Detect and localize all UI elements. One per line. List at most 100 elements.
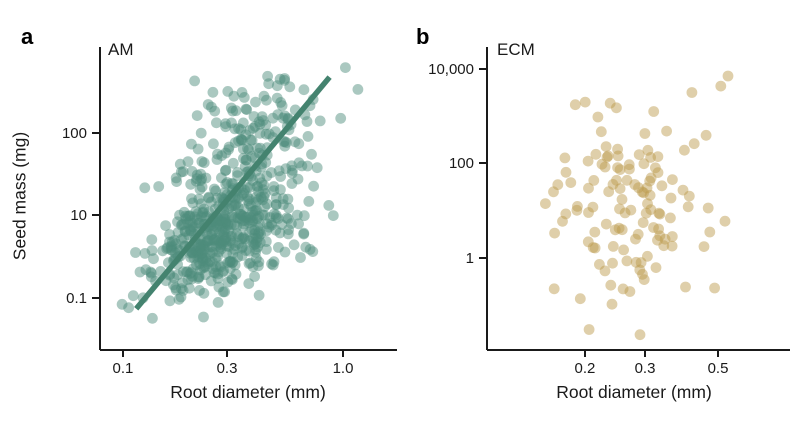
data-point <box>211 154 223 165</box>
data-point <box>194 238 206 250</box>
data-point <box>653 207 665 219</box>
data-point <box>241 104 253 115</box>
data-point <box>652 151 664 163</box>
data-point <box>195 198 207 210</box>
data-point <box>160 220 172 232</box>
data-point <box>213 281 225 293</box>
data-point <box>260 128 272 140</box>
data-point <box>195 243 207 255</box>
data-point <box>187 270 198 282</box>
data-point <box>168 272 180 284</box>
data-point <box>197 261 209 273</box>
data-point <box>204 248 216 260</box>
data-point <box>241 154 252 166</box>
data-point <box>253 211 265 222</box>
data-point <box>281 212 293 224</box>
data-point <box>164 229 176 240</box>
data-point <box>188 221 200 233</box>
data-point <box>164 295 176 307</box>
data-point <box>182 266 193 278</box>
data-point <box>287 164 298 176</box>
data-point <box>195 127 207 139</box>
data-point <box>197 255 209 267</box>
data-point <box>198 262 210 274</box>
data-point <box>644 175 656 187</box>
data-point <box>226 209 238 221</box>
data-point <box>220 147 232 159</box>
data-point <box>218 235 230 247</box>
data-point <box>272 213 284 224</box>
data-point <box>211 218 223 230</box>
data-point <box>178 206 190 218</box>
data-point <box>191 110 203 121</box>
data-point <box>254 226 265 238</box>
data-point <box>216 150 228 162</box>
data-point <box>197 206 209 218</box>
data-point <box>165 242 177 253</box>
data-point <box>261 244 272 255</box>
data-point <box>648 222 659 233</box>
data-point <box>146 234 158 246</box>
data-point <box>552 179 564 191</box>
data-point <box>187 263 199 275</box>
data-point <box>164 236 175 248</box>
data-point <box>280 163 292 175</box>
data-point <box>203 191 215 203</box>
data-point <box>188 252 200 264</box>
data-point <box>252 180 264 192</box>
data-point <box>557 215 568 227</box>
data-point <box>258 191 270 203</box>
data-point <box>254 142 266 154</box>
data-point <box>612 162 623 174</box>
data-point <box>260 236 272 247</box>
data-point <box>198 311 209 323</box>
data-point <box>698 241 710 253</box>
data-point <box>266 217 277 229</box>
data-point <box>236 242 248 254</box>
data-point <box>219 187 231 199</box>
data-point <box>254 127 266 139</box>
data-point <box>283 224 294 236</box>
data-point <box>253 228 264 240</box>
data-point <box>243 235 255 247</box>
x-tick-label: 0.1 <box>113 360 134 377</box>
data-point <box>308 180 319 192</box>
data-point <box>175 291 187 303</box>
data-point <box>303 196 315 207</box>
data-point <box>202 235 214 247</box>
data-point <box>191 246 202 257</box>
data-point <box>186 138 197 150</box>
data-point <box>265 167 277 178</box>
data-point <box>210 267 221 279</box>
data-point <box>166 244 178 256</box>
data-point <box>602 150 614 162</box>
data-point <box>306 148 317 160</box>
data-point <box>197 252 209 264</box>
data-point <box>202 246 214 258</box>
data-point <box>268 256 280 268</box>
data-point <box>634 264 646 276</box>
data-point <box>247 233 259 244</box>
data-point <box>201 228 213 240</box>
data-point <box>134 266 146 278</box>
data-point <box>249 205 260 217</box>
data-point <box>224 263 236 274</box>
y-tick-label: 100 <box>449 155 474 172</box>
data-point <box>174 209 185 221</box>
data-point <box>191 173 203 185</box>
data-point <box>243 217 255 228</box>
data-point <box>172 216 183 228</box>
data-point <box>250 191 262 203</box>
data-point <box>202 99 214 110</box>
data-point <box>688 138 700 150</box>
data-point <box>225 102 237 114</box>
data-point <box>645 172 657 184</box>
data-point <box>208 138 219 150</box>
data-point <box>176 234 187 245</box>
data-point <box>235 124 247 136</box>
data-point <box>260 119 272 131</box>
data-point <box>249 224 261 236</box>
data-point <box>352 84 364 95</box>
data-point <box>184 210 196 222</box>
data-point <box>197 207 209 219</box>
